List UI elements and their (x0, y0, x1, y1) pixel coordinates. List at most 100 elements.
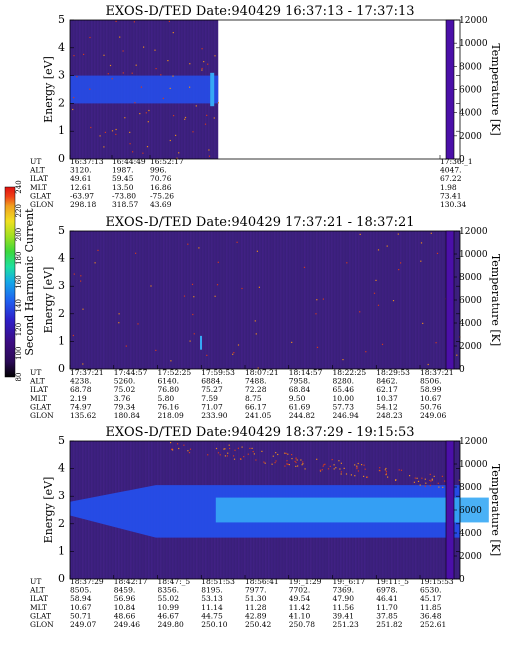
orbit-cell: 12.61 (70, 183, 91, 192)
data-speckle (170, 442, 172, 444)
y-tick-label: 2 (58, 517, 65, 530)
orbit-cell: 17:36:_1 (440, 157, 473, 166)
data-speckle (361, 464, 363, 466)
data-speckle (316, 299, 318, 301)
data-speckle (103, 146, 105, 148)
colorbar-tick-label: 200 (15, 228, 23, 241)
data-speckle (188, 452, 191, 454)
data-speckle (97, 249, 99, 251)
temperature-fill (445, 19, 455, 160)
data-speckle (417, 480, 420, 482)
orbit-cell: 249.46 (114, 620, 140, 629)
data-speckle (192, 313, 194, 316)
data-speckle (291, 458, 293, 460)
orbit-cell: 5260. (114, 377, 135, 386)
heatmap-column (253, 231, 255, 369)
data-speckle (142, 152, 144, 154)
data-speckle (295, 465, 297, 467)
data-speckle (135, 252, 137, 254)
orbit-cell: 37.85 (376, 611, 398, 620)
data-speckle (216, 284, 219, 286)
orbit-cell: 11.70 (376, 603, 398, 612)
y-tick-label: 0 (58, 152, 65, 165)
data-speckle (72, 108, 74, 111)
orbit-cell: 7.59 (201, 394, 218, 403)
temperature-fill (445, 440, 455, 580)
heatmap-plot (70, 441, 489, 579)
orbit-cell: 1.98 (440, 183, 457, 192)
data-speckle (143, 46, 145, 48)
data-speckle (359, 311, 361, 313)
orbit-cell: 76.16 (158, 402, 180, 411)
data-speckle (226, 455, 228, 457)
heatmap-column (223, 231, 225, 369)
orbit-cell: 70.76 (150, 174, 172, 183)
data-speckle (198, 247, 200, 249)
orbit-cell: 1987. (112, 166, 133, 175)
orbit-row-label: ILAT (30, 385, 48, 394)
panel-title: EXOS-D/TED Date:940429 17:37:21 - 18:37:… (105, 215, 414, 230)
data-speckle (321, 469, 323, 471)
heatmap-column (376, 231, 378, 369)
data-speckle (431, 478, 433, 480)
data-speckle (251, 447, 253, 449)
temperature-tick-label: 0 (459, 155, 465, 165)
orbit-cell: 18:14:57 (289, 368, 323, 377)
y-tick-label: 1 (58, 334, 65, 347)
data-speckle (150, 285, 152, 287)
orbit-cell: 18:07:21 (245, 368, 279, 377)
data-speckle (301, 464, 303, 466)
data-speckle (284, 452, 286, 454)
data-speckle (176, 157, 178, 159)
heatmap-column (202, 231, 204, 369)
data-speckle (160, 74, 162, 76)
orbit-cell: 46.67 (158, 611, 180, 620)
orbit-cell: 55.02 (158, 594, 180, 603)
data-speckle (296, 459, 298, 461)
orbit-cell: 8356. (158, 586, 179, 595)
temperature-tick-label: 12000 (459, 16, 488, 26)
orbit-row-label: ALT (29, 586, 45, 595)
orbit-cell: 57.73 (333, 402, 355, 411)
heatmap-column (334, 231, 336, 369)
data-speckle (315, 313, 317, 315)
orbit-cell: 8505. (70, 586, 91, 595)
y-tick-label: 1 (58, 544, 65, 557)
heatmap-column (208, 231, 210, 369)
orbit-cell: 66.17 (245, 402, 267, 411)
heatmap-column (211, 231, 213, 369)
data-speckle (239, 458, 242, 460)
orbit-cell: 73.41 (440, 191, 461, 200)
heatmap-column (199, 231, 201, 369)
data-speckle (73, 97, 75, 99)
orbit-cell: 76.80 (158, 385, 180, 394)
data-speckle (107, 73, 109, 75)
data-speckle (228, 444, 230, 446)
orbit-cell: 9.50 (289, 394, 306, 403)
temperature-tick-label: 2000 (459, 342, 482, 352)
data-speckle (217, 261, 219, 263)
heatmap-column (343, 231, 345, 369)
heatmap-column (121, 231, 123, 369)
data-speckle (206, 114, 208, 116)
energy-spike (200, 335, 202, 350)
data-speckle (413, 481, 415, 483)
temperature-fill (445, 230, 455, 370)
data-speckle (204, 123, 207, 125)
heatmap-column (385, 231, 387, 369)
heatmap-column (346, 231, 348, 369)
data-speckle (400, 469, 403, 471)
data-speckle (435, 342, 437, 344)
orbit-cell: 16:37:13 (70, 157, 104, 166)
heatmap-column (205, 231, 207, 369)
data-speckle (214, 295, 216, 297)
heatmap-column (430, 231, 432, 369)
orbit-cell: 17:37:21 (70, 368, 104, 377)
data-speckle (178, 447, 180, 450)
data-speckle (335, 467, 337, 469)
data-speckle (171, 448, 173, 450)
data-speckle (294, 460, 296, 462)
temperature-label: Temperature [K] (489, 464, 502, 556)
data-speckle (333, 468, 335, 470)
orbit-cell: 8459. (114, 586, 135, 595)
